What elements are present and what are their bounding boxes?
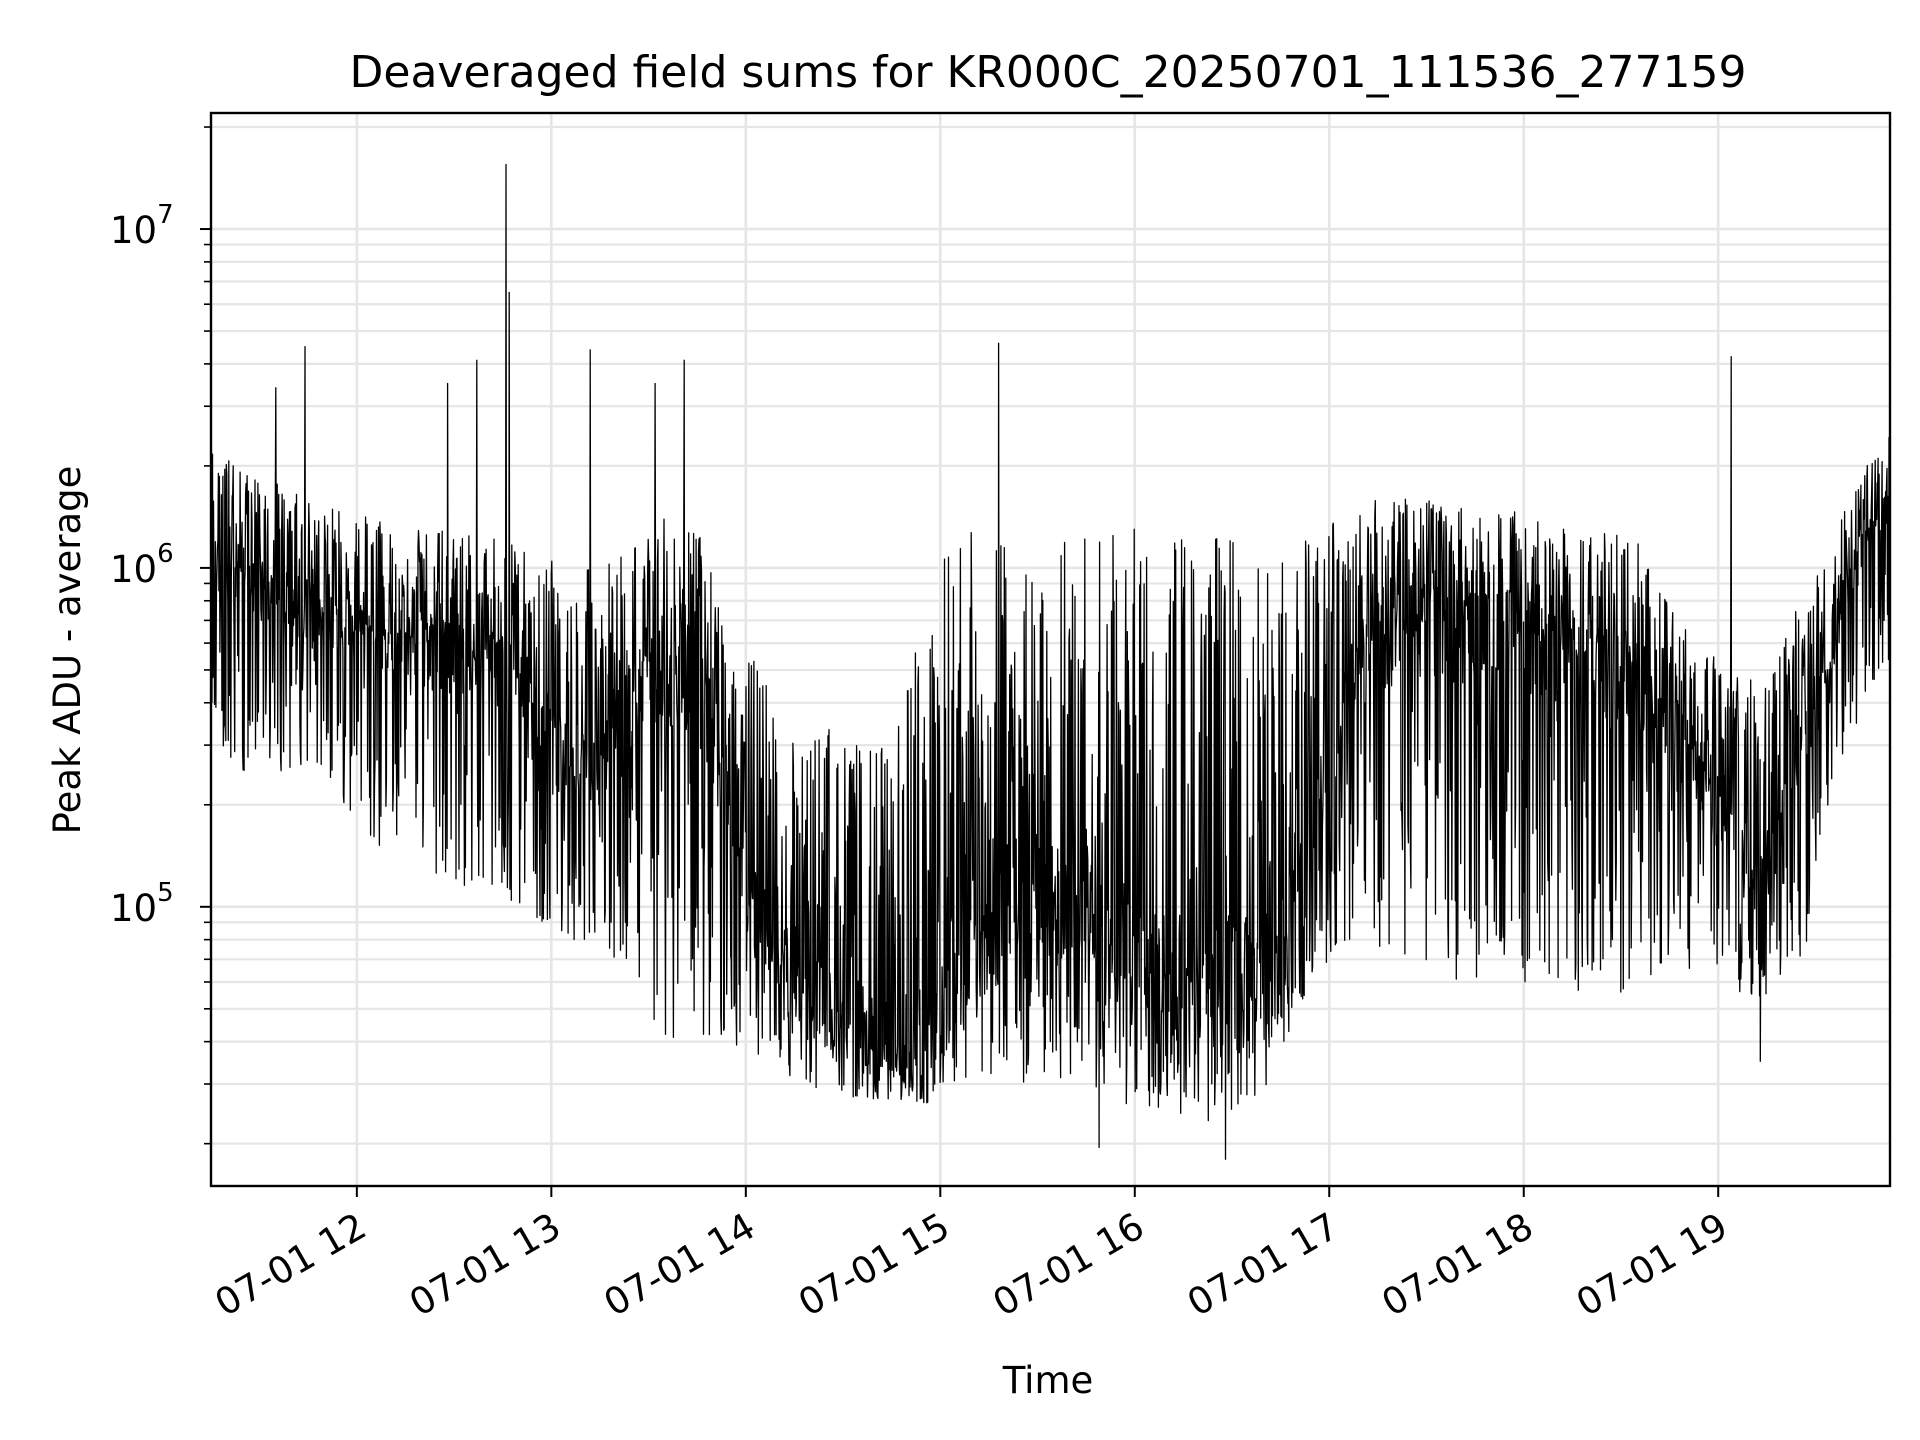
y-axis-label: Peak ADU - average [46, 466, 89, 835]
x-axis-label: Time [1002, 1359, 1094, 1402]
y-tick-label: 107 [110, 200, 174, 252]
y-tick-label: 105 [110, 878, 174, 930]
y-tick-exponent: 7 [157, 200, 174, 230]
series-line [211, 163, 1890, 1160]
series-group [211, 163, 1890, 1160]
y-tick-exponent: 6 [157, 539, 174, 569]
y-tick-base: 10 [110, 887, 157, 930]
y-tick-base: 10 [110, 548, 157, 591]
plot-area [211, 163, 1890, 1160]
y-tick-exponent: 5 [157, 878, 174, 908]
y-tick-base: 10 [110, 209, 157, 252]
chart-title: Deaveraged field sums for KR000C_2025070… [350, 47, 1747, 98]
plot-frame [209, 111, 1892, 1188]
y-tick-label: 106 [110, 539, 174, 591]
